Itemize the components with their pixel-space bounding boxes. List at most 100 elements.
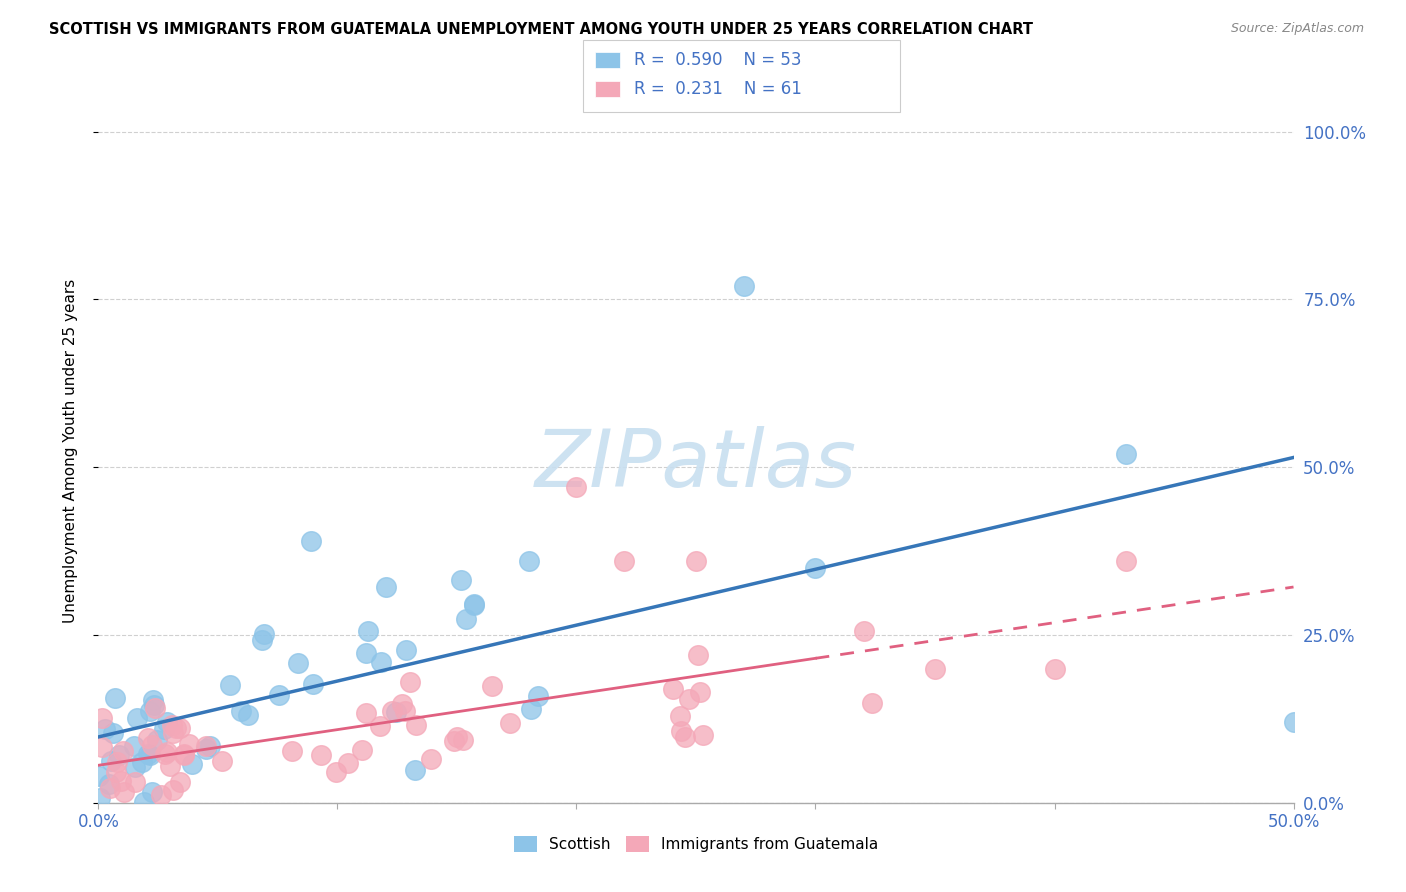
Point (250, 632, 273, 647)
Point (94, 722, 117, 736)
Point (122, 739, 145, 753)
Point (100, 754, 122, 768)
Point (104, 764, 127, 779)
Point (1043, 662, 1066, 676)
Point (451, 732, 474, 747)
Y-axis label: Unemployment Among Youth under 25 years: Unemployment Among Youth under 25 years (63, 278, 77, 623)
Point (299, 534, 322, 549)
Point (374, 580, 396, 594)
Point (1115, 554, 1137, 568)
Point (145, 732, 167, 747)
Point (159, 758, 181, 772)
Point (153, 747, 176, 761)
Point (733, 279, 755, 293)
Point (142, 693, 165, 707)
Point (420, 752, 443, 766)
Point (463, 598, 485, 612)
Point (90, 739, 112, 754)
Point (111, 744, 134, 758)
Point (198, 739, 221, 754)
Point (350, 743, 373, 757)
Point (169, 774, 191, 789)
Point (381, 704, 404, 718)
Point (236, 707, 259, 722)
Text: SCOTTISH VS IMMIGRANTS FROM GUATEMALA UNEMPLOYMENT AMONG YOUTH UNDER 25 YEARS CO: SCOTTISH VS IMMIGRANTS FROM GUATEMALA UN… (49, 22, 1033, 37)
Point (356, 624, 378, 639)
Point (162, 726, 184, 740)
Point (90, 711, 112, 725)
Point (689, 685, 711, 699)
Text: R =  0.231    N = 61: R = 0.231 N = 61 (634, 80, 801, 98)
Text: ZIPatlas: ZIPatlas (534, 425, 858, 504)
Point (325, 764, 347, 779)
Point (136, 747, 159, 762)
Point (336, 756, 359, 771)
Point (520, 702, 543, 716)
Text: Source: ZipAtlas.com: Source: ZipAtlas.com (1230, 22, 1364, 36)
Point (804, 561, 827, 575)
Point (1115, 447, 1137, 461)
Point (142, 698, 165, 712)
Point (181, 757, 204, 772)
Point (124, 760, 146, 774)
Point (143, 701, 166, 715)
Point (219, 678, 242, 692)
Point (309, 748, 332, 763)
Point (454, 612, 477, 626)
Point (924, 662, 946, 676)
Point (686, 648, 709, 662)
Point (114, 785, 136, 799)
Point (269, 688, 291, 702)
Point (153, 722, 176, 736)
Point (105, 755, 128, 769)
Point (446, 730, 468, 744)
Point (127, 711, 149, 725)
Point (87, 769, 110, 783)
Point (517, 554, 540, 568)
Point (173, 747, 195, 762)
Point (136, 731, 159, 745)
Point (443, 734, 465, 748)
Point (673, 730, 696, 744)
Point (678, 691, 700, 706)
Point (668, 709, 690, 723)
Point (195, 742, 218, 756)
Point (101, 725, 124, 739)
Point (481, 679, 503, 693)
Point (669, 724, 692, 739)
Point (499, 715, 522, 730)
Point (287, 656, 309, 670)
Point (162, 783, 184, 797)
Point (150, 788, 173, 802)
Point (385, 705, 408, 719)
Point (404, 764, 426, 778)
Point (399, 674, 422, 689)
Point (391, 698, 413, 712)
Point (211, 754, 233, 768)
Point (685, 554, 707, 568)
Point (229, 704, 252, 718)
Point (110, 773, 132, 788)
Point (395, 643, 418, 657)
Point (169, 721, 191, 735)
Point (141, 738, 163, 752)
Point (160, 718, 183, 732)
Point (450, 573, 472, 587)
Point (1282, 715, 1305, 730)
Point (356, 646, 378, 660)
Point (613, 554, 636, 568)
Point (195, 739, 218, 754)
Point (156, 745, 179, 759)
Point (370, 655, 392, 669)
Point (860, 696, 883, 710)
Point (692, 728, 714, 742)
Point (89, 790, 111, 805)
Point (108, 747, 131, 762)
Point (141, 785, 163, 799)
Point (661, 681, 683, 696)
Point (165, 721, 187, 735)
Point (124, 775, 146, 789)
Point (253, 627, 276, 641)
Point (280, 744, 302, 758)
Point (138, 748, 160, 763)
